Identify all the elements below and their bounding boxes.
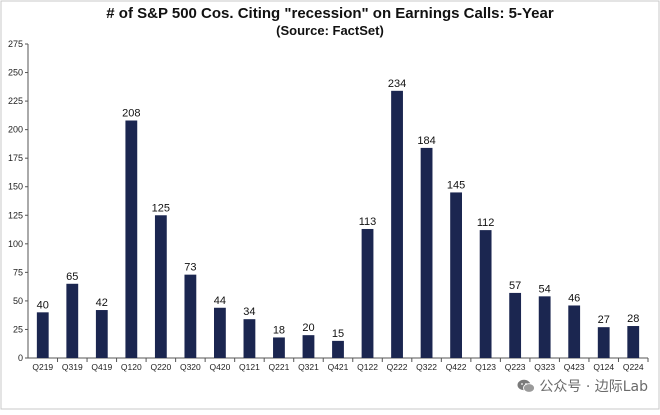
bar xyxy=(420,147,433,358)
bar xyxy=(95,310,108,358)
plot-area: 0 25 50 75 100 125 150 175 200 225 250 275 40 Q219 65 Q… xyxy=(8,39,649,372)
y-tick-label: 225 xyxy=(8,96,23,106)
data-label: 34 xyxy=(243,306,255,318)
bar xyxy=(36,312,49,358)
x-tick-label: Q420 xyxy=(210,362,231,372)
x-tick-label: Q320 xyxy=(180,362,201,372)
data-label: 40 xyxy=(37,299,49,311)
bar xyxy=(154,215,167,358)
watermark: 公众号 · 边际Lab xyxy=(517,376,648,396)
data-label: 15 xyxy=(332,328,344,340)
x-tick-label: Q222 xyxy=(387,362,408,372)
bar xyxy=(184,274,197,358)
y-tick-label: 150 xyxy=(8,182,23,192)
y-tick-label: 275 xyxy=(8,39,23,49)
data-label: 234 xyxy=(388,78,406,90)
bar xyxy=(332,340,344,358)
data-label: 184 xyxy=(417,135,435,147)
x-tick-label: Q421 xyxy=(328,362,349,372)
bar xyxy=(273,337,285,358)
bar xyxy=(391,90,403,358)
chart-subtitle: (Source: FactSet) xyxy=(276,23,384,38)
x-tick-label: Q124 xyxy=(593,362,614,372)
y-tick-label: 75 xyxy=(13,267,23,277)
x-tick-label: Q419 xyxy=(91,362,112,372)
x-tick-label: Q220 xyxy=(150,362,171,372)
x-tick-label: Q323 xyxy=(534,362,555,372)
x-tick-label: Q319 xyxy=(62,362,83,372)
y-tick-label: 175 xyxy=(8,153,23,163)
bar xyxy=(627,326,640,358)
bar xyxy=(450,192,462,358)
y-tick-label: 25 xyxy=(13,324,23,334)
bar xyxy=(479,230,492,358)
data-label: 208 xyxy=(122,108,140,120)
x-tick-label: Q223 xyxy=(505,362,526,372)
bar xyxy=(125,120,138,358)
x-tick-label: Q221 xyxy=(269,362,290,372)
x-tick-label: Q423 xyxy=(564,362,585,372)
bar xyxy=(538,296,551,358)
bar xyxy=(509,292,522,358)
data-label: 145 xyxy=(447,179,465,191)
x-tick-label: Q322 xyxy=(416,362,437,372)
data-label: 113 xyxy=(359,216,377,228)
data-label: 27 xyxy=(598,314,610,326)
bar xyxy=(597,327,610,358)
bar xyxy=(66,283,79,358)
chart-title: # of S&P 500 Cos. Citing "recession" on … xyxy=(106,5,554,22)
data-label: 42 xyxy=(96,297,108,309)
x-tick-label: Q224 xyxy=(623,362,644,372)
x-tick-label: Q321 xyxy=(298,362,319,372)
y-tick-label: 100 xyxy=(8,239,23,249)
bar xyxy=(568,305,581,358)
bar xyxy=(302,335,315,358)
x-tick-label: Q122 xyxy=(357,362,378,372)
y-tick-label: 125 xyxy=(8,210,23,220)
data-label: 28 xyxy=(627,313,639,325)
bar xyxy=(361,228,374,358)
data-label: 125 xyxy=(152,202,170,214)
data-label: 18 xyxy=(273,324,285,336)
data-label: 57 xyxy=(509,280,521,292)
bar xyxy=(243,319,256,358)
x-tick-label: Q120 xyxy=(121,362,142,372)
y-tick-label: 200 xyxy=(8,125,23,135)
y-tick-label: 50 xyxy=(13,296,23,306)
data-label: 73 xyxy=(184,262,196,274)
y-tick-label: 0 xyxy=(18,353,23,363)
data-label: 20 xyxy=(302,322,314,334)
x-tick-label: Q121 xyxy=(239,362,260,372)
x-tick-label: Q219 xyxy=(32,362,53,372)
y-tick-label: 250 xyxy=(8,68,23,78)
data-label: 46 xyxy=(568,292,580,304)
x-tick-label: Q123 xyxy=(475,362,496,372)
x-tick-label: Q422 xyxy=(446,362,467,372)
data-label: 54 xyxy=(539,283,551,295)
watermark-text: 公众号 · 边际Lab xyxy=(539,379,648,395)
wechat-icon xyxy=(517,379,536,393)
bar xyxy=(214,307,226,358)
data-label: 44 xyxy=(214,295,226,307)
data-label: 65 xyxy=(66,271,78,283)
data-label: 112 xyxy=(477,217,495,229)
